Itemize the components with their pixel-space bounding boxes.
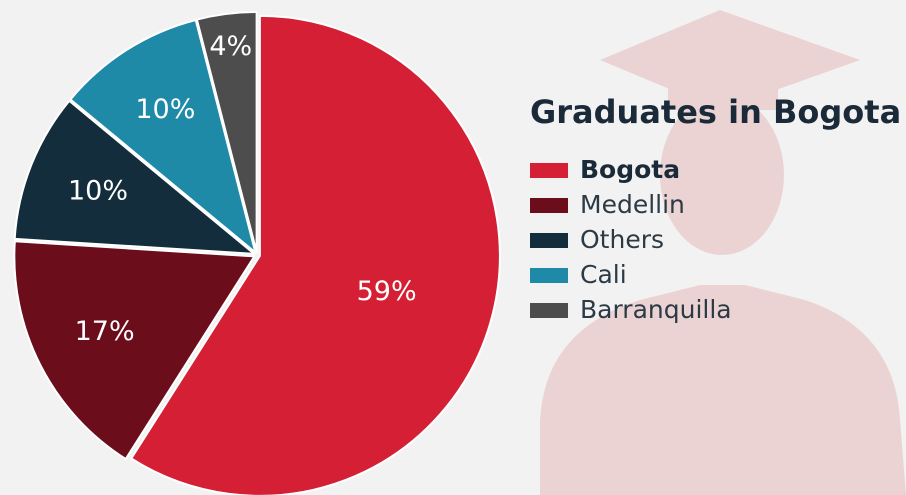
- background-silhouette: [540, 10, 906, 495]
- legend-label: Others: [580, 225, 664, 254]
- legend-label: Medellin: [580, 190, 685, 219]
- pie-slice: [69, 19, 257, 254]
- pie-slice: [195, 11, 258, 254]
- legend-swatch: [530, 163, 568, 178]
- pie-slice: [13, 240, 256, 461]
- cap: [600, 10, 860, 110]
- legend-swatch: [530, 233, 568, 248]
- legend-swatch: [530, 198, 568, 213]
- slice-label: 17%: [75, 316, 135, 347]
- slice-label: 59%: [357, 276, 417, 307]
- chart-title: Graduates in Bogota: [530, 93, 901, 131]
- pie-slice: [13, 99, 256, 255]
- slice-label: 10%: [68, 176, 128, 207]
- legend-label: Barranquilla: [580, 295, 732, 324]
- body: [540, 285, 906, 495]
- legend-label: Bogota: [580, 155, 680, 184]
- slice-label: 10%: [135, 94, 195, 125]
- head: [660, 95, 784, 255]
- legend-swatch: [530, 268, 568, 283]
- legend-label: Cali: [580, 260, 627, 289]
- legend-swatch: [530, 303, 568, 318]
- pie-slice: [130, 14, 501, 495]
- slice-label: 4%: [209, 31, 252, 62]
